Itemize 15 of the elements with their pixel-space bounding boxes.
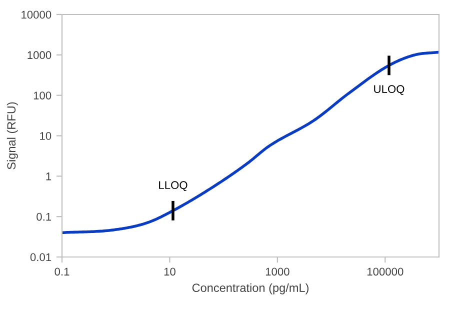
annotation: LLOQ — [159, 181, 188, 192]
y-tick-label: 0.1 — [36, 212, 52, 221]
y-tick-label: 0.01 — [30, 253, 52, 262]
x-tick-label: 10 — [164, 268, 176, 276]
y-tick-label: 1 — [46, 172, 52, 180]
x-tick-label: 0.1 — [54, 268, 70, 276]
y-tick-label: 1000 — [28, 51, 52, 60]
y-axis-title: Signal (RFU) — [6, 102, 18, 170]
annotation: ULOQ — [374, 85, 404, 96]
y-tick-label: 10 — [40, 132, 52, 140]
x-tick-label: 100000 — [367, 268, 404, 276]
y-tick-label: 10000 — [22, 10, 52, 19]
x-axis-title: Concentration (pg/mL) — [192, 283, 308, 294]
x-tick-label: 1000 — [266, 268, 290, 276]
y-tick-label: 100 — [34, 92, 52, 100]
